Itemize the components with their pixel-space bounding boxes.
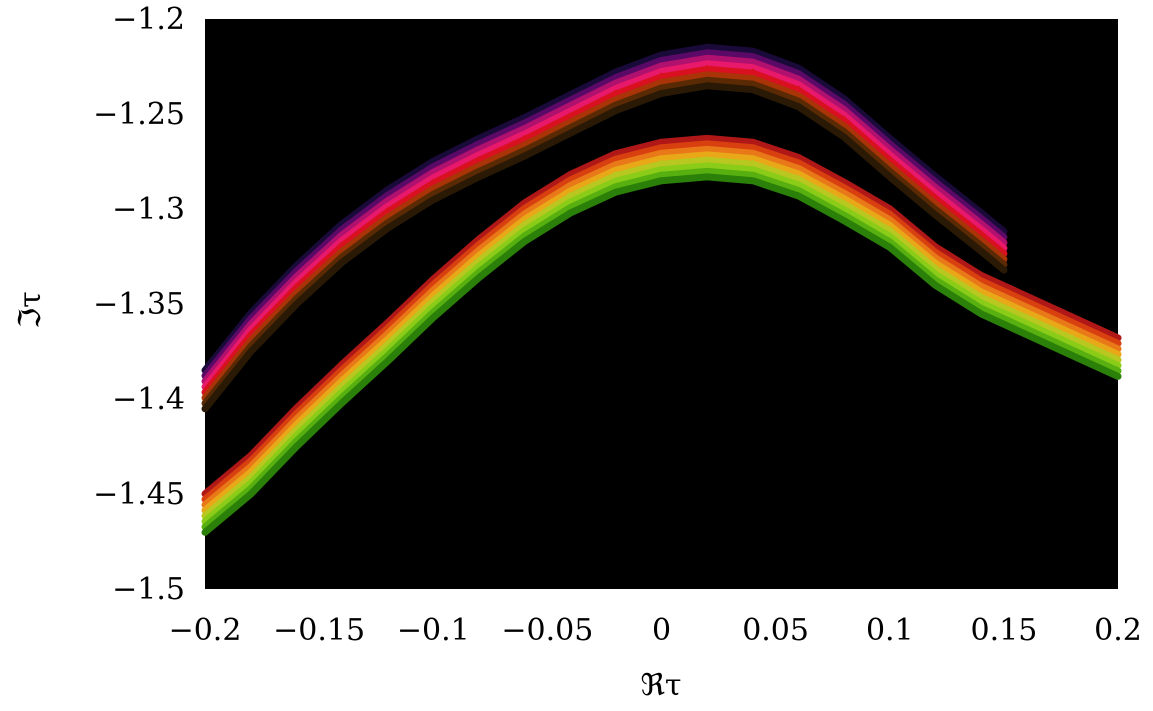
series-1-point xyxy=(888,226,892,230)
y-tick-label: −1.45 xyxy=(93,477,185,512)
series-0-band-1 xyxy=(201,49,1008,380)
series-1-point xyxy=(705,156,709,160)
series-0-point xyxy=(249,331,253,334)
series-0-band-5 xyxy=(201,71,1008,402)
series-0-point xyxy=(568,112,572,116)
series-1-point xyxy=(203,511,207,515)
series-1-band-7 xyxy=(201,173,1122,536)
series-0-point xyxy=(979,230,983,234)
series-1-band-3 xyxy=(201,151,1122,514)
series-0-point xyxy=(294,283,298,287)
series-1-point xyxy=(842,199,846,203)
series-1-band-5 xyxy=(201,162,1122,525)
series-1-point xyxy=(660,160,663,163)
series-0-band-7 xyxy=(201,82,1008,413)
x-tick-label: −0.15 xyxy=(273,613,365,648)
series-0-point xyxy=(888,156,892,160)
x-tick-label: 0.05 xyxy=(742,613,809,648)
series-1-point xyxy=(386,340,390,344)
series-0-point xyxy=(933,194,937,198)
series-1-band-6 xyxy=(201,167,1122,531)
series-0-point xyxy=(340,241,344,245)
x-tick-label: −0.05 xyxy=(501,613,593,648)
series-0-point xyxy=(660,72,663,76)
chart-marks xyxy=(201,43,1122,536)
series-0-point xyxy=(705,65,709,68)
y-tick-label: −1.4 xyxy=(112,382,185,417)
series-1-point xyxy=(477,256,481,260)
y-axis-ticks: −1.2 −1.25 −1.3 −1.35 −1.4 −1.45 −1.5 xyxy=(93,2,185,607)
series-1-point xyxy=(751,160,755,163)
series-1-point xyxy=(933,264,937,268)
x-tick-label: 0.1 xyxy=(866,613,914,648)
series-0-point xyxy=(477,156,481,160)
series-0-band-4 xyxy=(201,65,1008,396)
series-0-band-2 xyxy=(201,54,1008,385)
series-0-point xyxy=(523,135,526,139)
series-1-point xyxy=(614,171,618,175)
y-tick-label: −1.2 xyxy=(112,2,185,37)
series-0-point xyxy=(797,85,800,89)
series-0-band-6 xyxy=(201,76,1008,407)
x-tick-label: −0.2 xyxy=(169,613,242,648)
series-1-point xyxy=(1116,355,1120,359)
y-tick-label: −1.5 xyxy=(112,572,185,607)
series-1-point xyxy=(431,296,435,300)
y-tick-label: −1.25 xyxy=(93,97,185,132)
series-0-point xyxy=(842,116,846,120)
y-axis-label: ℑτ xyxy=(13,291,48,329)
series-0-point xyxy=(751,68,755,72)
series-0-band-3 xyxy=(201,60,1008,391)
y-tick-label: −1.35 xyxy=(93,287,185,322)
x-axis-label: ℜτ xyxy=(640,668,681,703)
series-1-band-0 xyxy=(201,134,1122,498)
series-1-band-1 xyxy=(201,140,1122,503)
series-1-band xyxy=(201,134,1122,536)
series-0-point xyxy=(614,89,618,93)
series-1-point xyxy=(249,473,253,477)
x-tick-label: 0 xyxy=(652,613,671,648)
series-1-point xyxy=(523,220,526,224)
x-tick-label: −0.1 xyxy=(397,613,470,648)
series-1-point xyxy=(340,382,344,386)
series-0-point xyxy=(1002,249,1006,253)
series-1-point xyxy=(797,175,800,179)
series-1-band-4 xyxy=(201,156,1122,520)
series-1-point xyxy=(294,426,298,429)
x-tick-label: 0.15 xyxy=(971,613,1038,648)
series-1-point xyxy=(1025,313,1029,317)
series-0-band xyxy=(201,43,1008,413)
series-0-point xyxy=(203,388,207,391)
x-axis-ticks: −0.2 −0.15 −0.1 −0.05 0 0.05 0.1 0.15 0.2 xyxy=(169,613,1142,648)
series-0-point xyxy=(431,179,435,182)
series-1-point xyxy=(1070,334,1074,338)
x-tick-label: 0.2 xyxy=(1094,613,1142,648)
series-1-point xyxy=(979,293,983,296)
series-0-point xyxy=(386,207,390,211)
series-0-band-0 xyxy=(201,43,1008,374)
series-1-band-2 xyxy=(201,145,1122,509)
series-1-point xyxy=(568,192,572,196)
y-tick-label: −1.3 xyxy=(112,192,185,227)
